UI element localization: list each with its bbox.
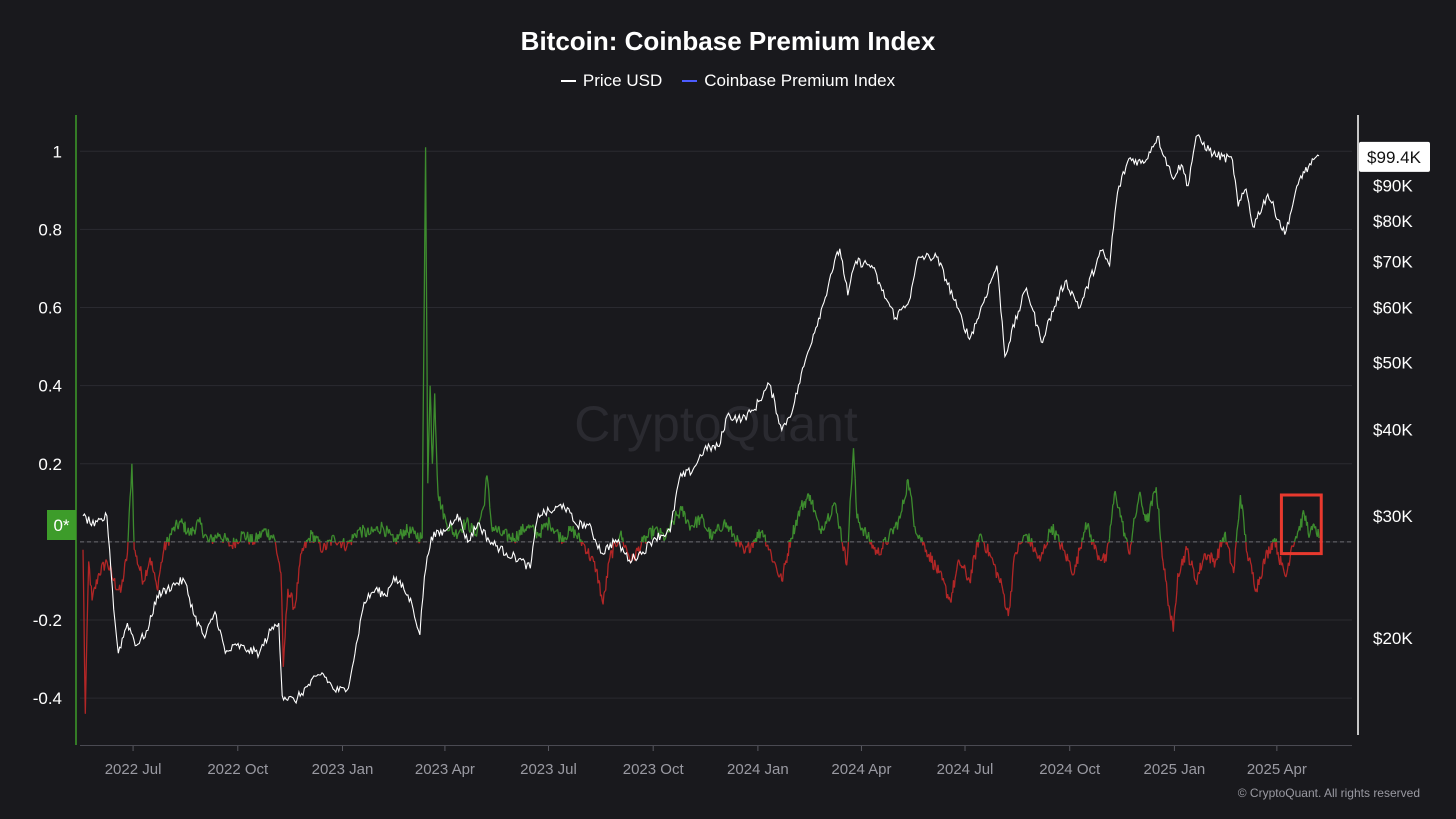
legend-item-price[interactable]: Price USD bbox=[560, 71, 663, 91]
x-axis-tick-label: 2025 Jan bbox=[1144, 761, 1206, 778]
left-axis-tick-label: 1 bbox=[53, 142, 62, 161]
left-axis-tick-label: -0.4 bbox=[33, 689, 62, 708]
right-axis-tick-label: $90K bbox=[1373, 177, 1413, 196]
right-axis-tick-label: $60K bbox=[1373, 299, 1413, 318]
right-axis-tick-label: $50K bbox=[1373, 353, 1413, 372]
price-badge bbox=[1359, 141, 1430, 172]
x-axis-tick-label: 2024 Oct bbox=[1039, 761, 1101, 778]
left-axis-tick-label: 0.8 bbox=[38, 220, 62, 239]
right-axis-tick-label: $20K bbox=[1373, 629, 1413, 648]
legend-swatch-price bbox=[560, 80, 576, 82]
zero-badge-label: 0* bbox=[53, 516, 69, 535]
legend-item-premium[interactable]: Coinbase Premium Index bbox=[682, 71, 895, 91]
right-axis-tick-label: $70K bbox=[1373, 252, 1413, 271]
x-axis-tick-label: 2022 Oct bbox=[207, 761, 269, 778]
x-axis-tick-label: 2022 Jul bbox=[105, 761, 162, 778]
price-badge-label: $99.4K bbox=[1367, 148, 1422, 167]
premium-line-negative bbox=[82, 541, 1296, 714]
legend-swatch-premium bbox=[682, 80, 698, 82]
right-axis-tick-label: $80K bbox=[1373, 212, 1413, 231]
x-axis-tick-label: 2023 Oct bbox=[623, 761, 685, 778]
x-axis-tick-label: 2023 Jan bbox=[312, 761, 374, 778]
price-line bbox=[82, 134, 1320, 705]
x-axis-tick-label: 2024 Jan bbox=[727, 761, 789, 778]
right-axis-tick-label: $40K bbox=[1373, 420, 1413, 439]
x-axis-tick-label: 2025 Apr bbox=[1247, 761, 1307, 778]
x-axis-tick-label: 2023 Apr bbox=[415, 761, 475, 778]
left-axis-tick-label: -0.2 bbox=[33, 611, 62, 630]
legend: Price USD Coinbase Premium Index bbox=[0, 71, 1456, 91]
highlight-box bbox=[1279, 493, 1323, 556]
premium-line-positive bbox=[127, 147, 1320, 543]
left-axis-tick-label: 0.6 bbox=[38, 299, 62, 318]
x-axis-tick-label: 2024 Apr bbox=[831, 761, 891, 778]
legend-label-premium: Coinbase Premium Index bbox=[704, 71, 896, 90]
zero-badge bbox=[47, 510, 76, 540]
chart-title: Bitcoin: Coinbase Premium Index bbox=[520, 26, 936, 56]
left-axis-tick-label: 0.4 bbox=[38, 377, 62, 396]
x-axis-tick-label: 2024 Jul bbox=[937, 761, 994, 778]
x-axis-tick-label: 2023 Jul bbox=[520, 761, 577, 778]
left-axis-tick-label: 0.2 bbox=[38, 455, 62, 474]
legend-label-price: Price USD bbox=[582, 71, 663, 90]
copyright-text: © CryptoQuant. All rights reserved bbox=[1237, 786, 1420, 800]
right-axis-tick-label: $30K bbox=[1373, 507, 1413, 526]
